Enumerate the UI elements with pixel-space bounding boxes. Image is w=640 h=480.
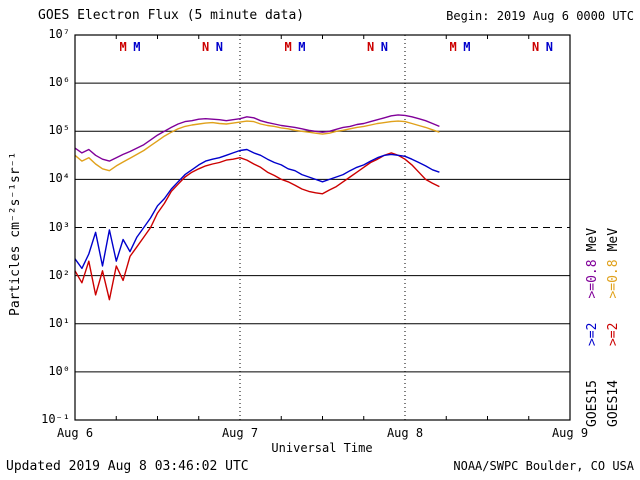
y-tick-label: 10⁻¹ (41, 412, 70, 426)
noon-midnight-marker: N (367, 40, 374, 54)
legend-satellite-goes14-label: GOES14 (606, 380, 621, 427)
legend-satellite-goes15-label: GOES15 (585, 380, 600, 427)
y-tick-label: 10⁵ (48, 123, 70, 138)
legend-column-goes14: GOES14 >=2 >=0.8 MeV (606, 228, 621, 427)
y-tick-label: 10³ (48, 219, 70, 234)
noon-midnight-marker: M (133, 40, 140, 54)
y-axis-title: Particles cm⁻²s⁻¹sr⁻¹ (8, 151, 23, 316)
x-tick-label: Aug 6 (56, 426, 94, 440)
plot-frame (74, 34, 571, 421)
flux-curve-goes14-08mev (74, 120, 440, 172)
y-tick-label: 10⁷ (48, 27, 70, 41)
noon-midnight-marker: N (532, 40, 539, 54)
y-tick-label: 10² (48, 267, 70, 282)
x-tick-label: Aug 7 (221, 426, 259, 440)
legend-goes14-2mev-label: >=2 (606, 322, 621, 347)
noon-midnight-marker: M (120, 40, 127, 54)
y-tick-label: 10¹ (48, 315, 70, 330)
updated-timestamp-label: Updated 2019 Aug 8 03:46:02 UTC (6, 459, 249, 474)
legend-goes15-08mev-label: >=0.8 (585, 259, 600, 299)
noon-midnight-marker: N (546, 40, 553, 54)
legend-goes14-unit-label: MeV (606, 227, 621, 252)
legend-column-goes15: GOES15 >=2 >=0.8 MeV (585, 228, 600, 427)
credit-label: NOAA/SWPC Boulder, CO USA (453, 459, 634, 473)
noon-midnight-marker: M (463, 40, 470, 54)
noon-midnight-marker: M (450, 40, 457, 54)
noon-midnight-marker: N (381, 40, 388, 54)
x-axis-title: Universal Time (271, 441, 373, 455)
y-tick-label: 10⁶ (48, 75, 70, 90)
noon-midnight-marker: M (298, 40, 305, 54)
y-tick-label: 10⁴ (48, 171, 70, 186)
noon-midnight-marker: N (216, 40, 223, 54)
flux-curve-goes14-2mev (74, 152, 440, 301)
begin-timestamp-label: Begin: 2019 Aug 6 0000 UTC (446, 9, 634, 23)
legend-goes14-08mev-label: >=0.8 (606, 259, 621, 299)
legend-goes15-2mev-label: >=2 (585, 322, 600, 347)
x-tick-label: Aug 8 (386, 426, 424, 440)
noon-midnight-marker: M (285, 40, 292, 54)
flux-curve-goes15-08mev (74, 114, 440, 162)
y-tick-label: 10⁰ (48, 363, 70, 378)
noon-midnight-marker: N (202, 40, 209, 54)
flux-curve-goes15-2mev (74, 148, 440, 270)
legend-goes15-unit-label: MeV (585, 227, 600, 252)
x-tick-label: Aug 9 (551, 426, 589, 440)
chart-title: GOES Electron Flux (5 minute data) (38, 8, 305, 23)
